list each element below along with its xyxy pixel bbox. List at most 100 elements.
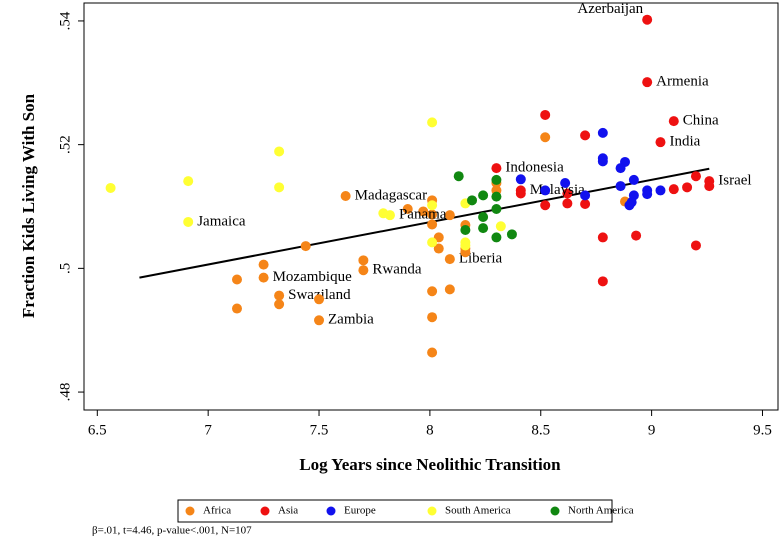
point-label: Malaysia bbox=[530, 182, 585, 198]
point bbox=[460, 225, 471, 236]
point-label: Azerbaijan bbox=[577, 1, 643, 17]
point bbox=[642, 189, 653, 200]
plot-frame bbox=[83, 2, 779, 411]
point bbox=[427, 209, 438, 220]
point bbox=[453, 171, 464, 182]
x-tick-label: 9.5 bbox=[753, 422, 772, 438]
point bbox=[444, 210, 455, 221]
point bbox=[427, 312, 438, 323]
point bbox=[506, 229, 517, 240]
point bbox=[418, 206, 429, 217]
point bbox=[491, 174, 502, 185]
point bbox=[427, 347, 438, 358]
legend-box bbox=[177, 499, 613, 523]
point bbox=[562, 198, 573, 209]
point bbox=[655, 137, 666, 148]
point bbox=[495, 221, 506, 232]
point bbox=[690, 240, 701, 251]
point bbox=[615, 163, 626, 174]
point bbox=[562, 188, 573, 199]
point bbox=[358, 265, 369, 276]
point bbox=[478, 190, 489, 201]
point-label: India bbox=[669, 134, 700, 150]
point bbox=[183, 176, 194, 187]
point bbox=[540, 132, 551, 143]
legend-label: Asia bbox=[278, 505, 298, 517]
legend-label: Europe bbox=[344, 505, 376, 517]
x-axis-title: Log Years since Neolithic Transition bbox=[299, 455, 561, 474]
point bbox=[444, 254, 455, 265]
point bbox=[628, 174, 639, 185]
legend-marker bbox=[427, 506, 437, 516]
point bbox=[314, 294, 325, 305]
point-label: Panama bbox=[399, 207, 447, 223]
legend-marker bbox=[550, 506, 560, 516]
point bbox=[340, 190, 351, 201]
point bbox=[427, 117, 438, 128]
point-label: Zambia bbox=[328, 312, 374, 328]
x-tick-label: 7.5 bbox=[310, 422, 329, 438]
point bbox=[402, 203, 413, 214]
x-tick-label: 8 bbox=[426, 422, 434, 438]
point bbox=[258, 272, 269, 283]
fit-line bbox=[139, 167, 710, 279]
x-tick-label: 8.5 bbox=[531, 422, 550, 438]
point bbox=[668, 116, 679, 127]
point bbox=[624, 200, 635, 211]
point-label: Mozambique bbox=[273, 269, 352, 285]
x-tick-label: 9 bbox=[648, 422, 656, 438]
point bbox=[491, 191, 502, 202]
point bbox=[433, 243, 444, 254]
legend-marker bbox=[260, 506, 270, 516]
point-label: Rwanda bbox=[372, 262, 421, 278]
point bbox=[231, 303, 242, 314]
point bbox=[105, 182, 116, 193]
point bbox=[515, 174, 526, 185]
point-label: Israel bbox=[718, 173, 751, 189]
x-tick-label: 7 bbox=[204, 422, 212, 438]
point bbox=[314, 315, 325, 326]
point bbox=[183, 216, 194, 227]
point bbox=[682, 182, 693, 193]
point bbox=[427, 200, 438, 211]
point bbox=[258, 259, 269, 270]
legend-label: North America bbox=[568, 505, 634, 517]
point-label: Jamaica bbox=[197, 213, 246, 229]
point bbox=[668, 184, 679, 195]
y-tick-label: .5 bbox=[57, 263, 73, 274]
stats-note: β=.01, t=4.46, p-value<.001, N=107 bbox=[92, 525, 252, 537]
point bbox=[642, 14, 653, 25]
point bbox=[560, 177, 571, 188]
point bbox=[540, 109, 551, 120]
point bbox=[540, 200, 551, 211]
point bbox=[580, 130, 591, 141]
point bbox=[655, 185, 666, 196]
point bbox=[491, 232, 502, 243]
y-tick-label: .48 bbox=[57, 383, 73, 402]
point bbox=[478, 212, 489, 223]
legend-marker bbox=[185, 506, 195, 516]
point bbox=[460, 240, 471, 251]
point bbox=[427, 219, 438, 230]
point bbox=[274, 290, 285, 301]
point-label: Madagascar bbox=[355, 187, 427, 203]
point bbox=[690, 171, 701, 182]
y-axis-title: Fraction Kids Living With Son bbox=[19, 93, 38, 318]
point bbox=[231, 274, 242, 285]
legend-label: South America bbox=[445, 505, 511, 517]
point bbox=[467, 195, 478, 206]
point bbox=[597, 232, 608, 243]
point bbox=[478, 223, 489, 234]
point bbox=[580, 190, 591, 201]
point bbox=[597, 156, 608, 167]
point bbox=[704, 181, 715, 192]
point bbox=[358, 255, 369, 266]
legend-label: Africa bbox=[203, 505, 231, 517]
point bbox=[427, 237, 438, 248]
point bbox=[597, 276, 608, 287]
point bbox=[300, 241, 311, 252]
point bbox=[444, 284, 455, 295]
y-tick-label: .52 bbox=[57, 135, 73, 154]
point bbox=[540, 185, 551, 196]
